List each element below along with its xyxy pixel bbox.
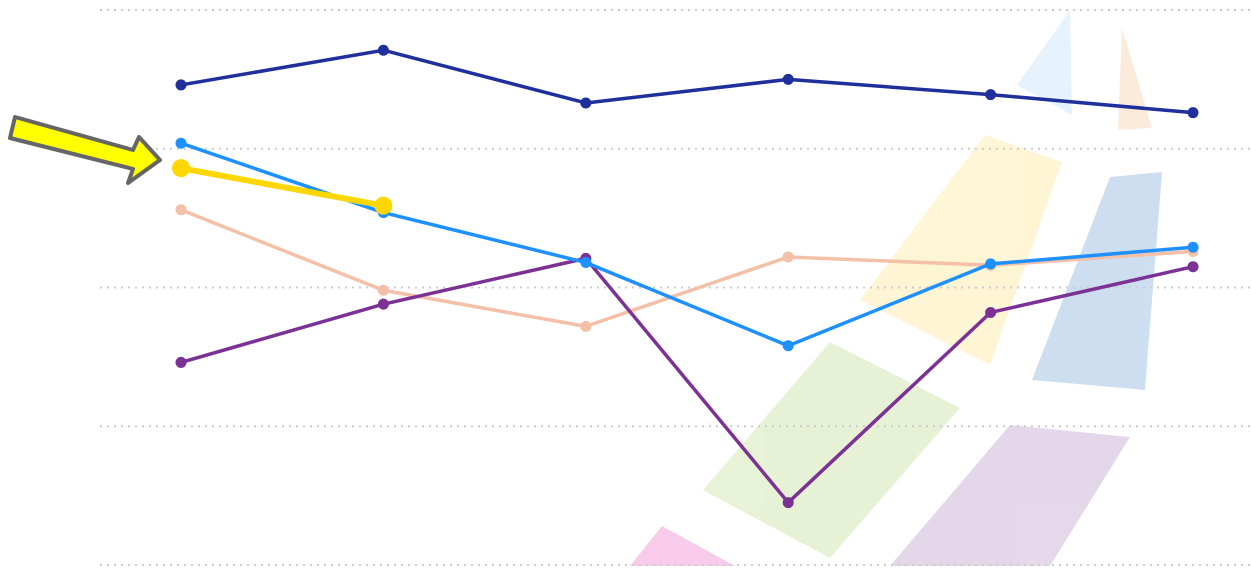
series-line bbox=[179, 48, 1195, 115]
data-point bbox=[580, 97, 592, 109]
data-point bbox=[782, 73, 794, 85]
data-point bbox=[1187, 107, 1199, 119]
data-point bbox=[374, 196, 393, 215]
deco-shape bbox=[860, 135, 1062, 365]
data-point bbox=[175, 79, 187, 91]
data-point bbox=[377, 284, 389, 296]
data-point bbox=[1187, 241, 1199, 253]
deco-shape bbox=[1118, 28, 1152, 130]
data-point bbox=[175, 137, 187, 149]
background-decoration bbox=[630, 10, 1162, 566]
data-point bbox=[175, 204, 187, 216]
data-point bbox=[377, 298, 389, 310]
data-point bbox=[985, 306, 997, 318]
series-line bbox=[179, 256, 1195, 505]
plot-area bbox=[100, 9, 1251, 566]
data-point bbox=[1187, 261, 1199, 273]
series-line bbox=[178, 165, 387, 209]
deco-shape bbox=[1017, 10, 1072, 115]
data-point bbox=[782, 340, 794, 352]
data-point bbox=[782, 251, 794, 263]
data-point bbox=[985, 89, 997, 101]
pointer-arrow bbox=[8, 115, 162, 185]
deco-shape bbox=[890, 425, 1130, 566]
data-point bbox=[985, 258, 997, 270]
data-point bbox=[782, 497, 794, 509]
deco-shape bbox=[1032, 172, 1162, 390]
deco-shape bbox=[630, 526, 735, 566]
deco-shape bbox=[703, 342, 960, 558]
data-point bbox=[580, 320, 592, 332]
data-point bbox=[377, 44, 389, 56]
data-point bbox=[172, 159, 190, 178]
data-point bbox=[580, 257, 592, 269]
data-point bbox=[175, 356, 187, 368]
series-line bbox=[179, 208, 1195, 329]
